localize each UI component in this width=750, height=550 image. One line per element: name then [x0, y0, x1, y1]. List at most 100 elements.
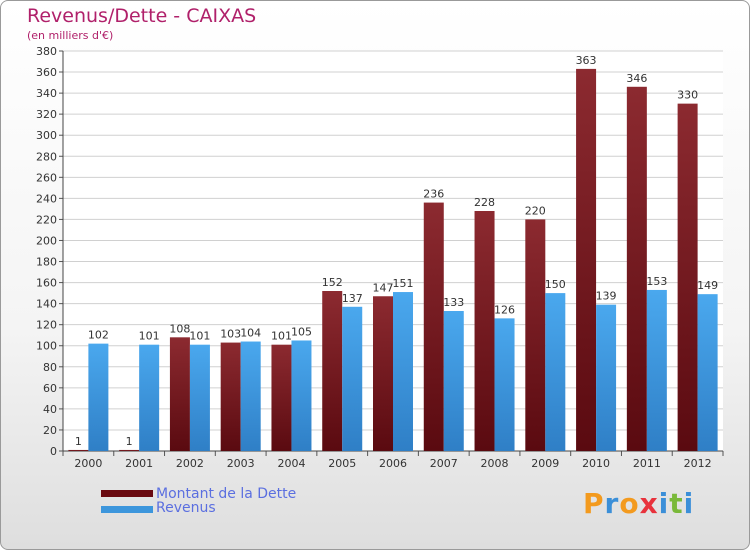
bars [68, 68, 718, 451]
bar-dette [576, 68, 597, 451]
legend-swatch-revenus [101, 506, 153, 513]
x-tick-label: 2000 [74, 457, 102, 470]
y-tick-label: 80 [43, 361, 57, 374]
data-label: 228 [474, 196, 495, 209]
data-label: 105 [291, 325, 312, 338]
y-tick-label: 160 [36, 277, 57, 290]
data-label: 152 [322, 276, 343, 289]
y-tick-label: 280 [36, 150, 57, 163]
logo-letter: P [583, 487, 605, 520]
legend-label-revenus: Revenus [156, 500, 216, 516]
bar-dette [474, 211, 495, 451]
y-tick-label: 260 [36, 171, 57, 184]
data-label: 1 [75, 435, 82, 448]
bar-revenus [443, 311, 464, 451]
bar-dette [169, 337, 190, 451]
y-tick-label: 180 [36, 256, 57, 269]
data-label: 151 [393, 277, 414, 290]
data-label: 101 [271, 330, 292, 343]
logo-letter: t [669, 487, 684, 520]
y-tick-label: 320 [36, 108, 57, 121]
bar-revenus [646, 289, 667, 451]
bar-revenus [393, 292, 413, 451]
x-tick-label: 2007 [430, 457, 458, 470]
data-label: 101 [139, 330, 160, 343]
logo-letter: o [619, 487, 640, 520]
data-label: 150 [545, 278, 566, 291]
y-tick-label: 60 [43, 382, 57, 395]
data-label: 147 [373, 281, 394, 294]
y-tick-label: 220 [36, 213, 57, 226]
bar-dette [626, 86, 647, 451]
data-label: 236 [423, 188, 444, 201]
bar-dette [119, 449, 140, 451]
data-label: 153 [646, 275, 667, 288]
data-label: 108 [169, 322, 190, 335]
data-label: 103 [220, 328, 241, 341]
bar-revenus [596, 304, 617, 451]
x-tick-label: 2002 [176, 457, 204, 470]
y-tick-label: 340 [36, 87, 57, 100]
data-label: 137 [342, 292, 363, 305]
bar-dette [322, 291, 343, 451]
x-tick-label: 2001 [125, 457, 153, 470]
legend-swatch-debt [101, 490, 153, 497]
bar-revenus [545, 293, 566, 451]
data-label: 139 [596, 290, 617, 303]
proxiti-logo: Proxiti [583, 487, 694, 520]
bar-revenus [697, 294, 718, 451]
y-tick-label: 300 [36, 129, 57, 142]
y-tick-label: 360 [36, 66, 57, 79]
data-label: 133 [443, 296, 464, 309]
x-tick-label: 2010 [582, 457, 610, 470]
logo-letter: i [683, 487, 695, 520]
chart-subtitle: (en milliers d'€) [27, 29, 114, 42]
bar-revenus [342, 306, 363, 451]
data-label: 346 [626, 72, 647, 85]
y-tick-label: 100 [36, 340, 57, 353]
data-label: 1 [126, 435, 133, 448]
x-tick-label: 2012 [684, 457, 712, 470]
data-label: 102 [88, 329, 109, 342]
x-tick-label: 2005 [328, 457, 356, 470]
x-tick-label: 2006 [379, 457, 407, 470]
y-tick-label: 240 [36, 192, 57, 205]
chart-title: Revenus/Dette - CAIXAS [27, 5, 257, 27]
data-label: 330 [677, 89, 698, 102]
bar-revenus [88, 343, 109, 451]
bar-dette [68, 449, 89, 451]
x-tick-label: 2011 [633, 457, 661, 470]
y-tick-label: 140 [36, 298, 57, 311]
x-tick-label: 2003 [227, 457, 255, 470]
data-label: 104 [240, 327, 261, 340]
bar-revenus [139, 344, 160, 451]
y-tick-label: 40 [43, 403, 57, 416]
bar-revenus [494, 318, 515, 451]
y-tick-label: 0 [50, 445, 57, 458]
data-label: 149 [697, 279, 718, 292]
bar-dette [525, 219, 546, 451]
legend-label-debt: Montant de la Dette [156, 486, 297, 502]
data-label: 220 [525, 204, 546, 217]
bar-dette [373, 296, 393, 451]
logo-letter: i [658, 487, 670, 520]
x-tick-label: 2009 [531, 457, 559, 470]
bar-dette [677, 103, 698, 451]
y-tick-label: 20 [43, 424, 57, 437]
bar-revenus [240, 341, 261, 451]
bar-dette [220, 342, 241, 451]
logo-letter: x [639, 487, 659, 520]
bar-dette [423, 202, 444, 451]
y-tick-label: 380 [36, 45, 57, 58]
x-tick-label: 2008 [481, 457, 509, 470]
logo-letter: r [604, 487, 620, 520]
y-tick-label: 120 [36, 319, 57, 332]
y-tick-label: 200 [36, 234, 57, 247]
x-tick-label: 2004 [277, 457, 305, 470]
data-label: 126 [494, 303, 515, 316]
bar-revenus [291, 340, 312, 451]
bar-revenus [189, 344, 210, 451]
